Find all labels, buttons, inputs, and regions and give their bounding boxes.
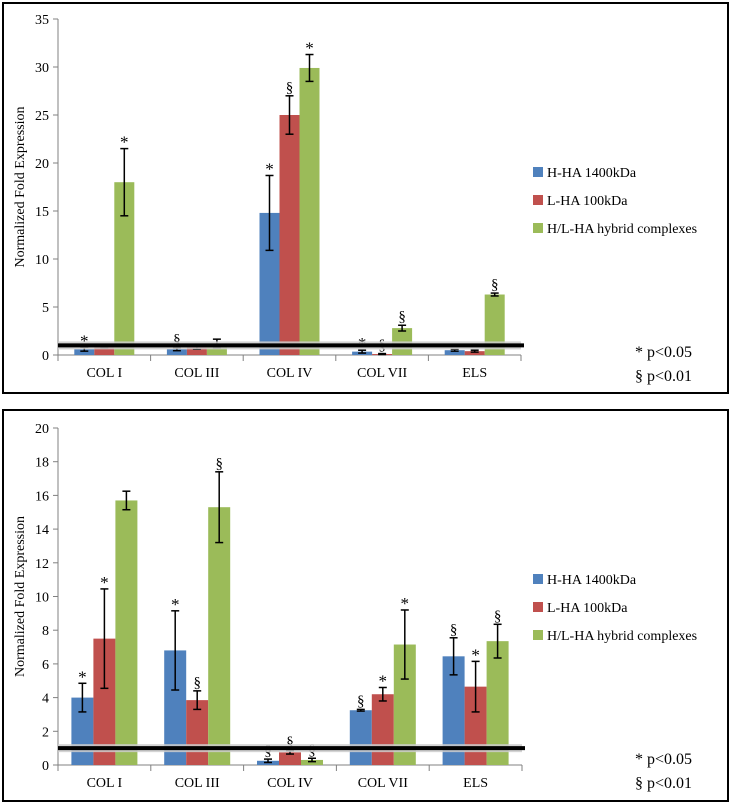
legend-label: H/L-HA hybrid complexes — [547, 222, 697, 237]
bar — [301, 759, 323, 765]
bar — [442, 656, 465, 765]
y-tick-label: 14 — [35, 523, 49, 538]
legend-label: L-HA 100kDa — [547, 601, 628, 616]
chart-panel-top: 0 5 10 15 20 25 30 35 Normalized Fold Expression… — [2, 2, 729, 394]
significance-star-mark: * — [171, 595, 180, 614]
y-tick-label: 15 — [35, 205, 49, 220]
significance-star-mark: * — [305, 39, 314, 58]
legend-swatch — [533, 602, 543, 612]
significance-section-mark: § — [494, 608, 502, 624]
x-tick-label: ELS — [462, 366, 487, 381]
y-axis-title: Normalized Fold Expression — [13, 107, 28, 268]
y-tick-label: 25 — [35, 109, 49, 124]
y-tick-label: 16 — [35, 489, 49, 504]
significance-section-mark: § — [173, 332, 181, 348]
y-tick-label: 30 — [35, 61, 49, 76]
bar — [349, 710, 372, 765]
bar-chart-bottom: 0 2 4 6 8 10 12 14 16 18 20 Normalized Fold Express… — [13, 422, 697, 792]
y-tick-label: 10 — [35, 591, 49, 606]
significance-section-mark: § — [286, 80, 294, 96]
chart-panel-bottom: 0 2 4 6 8 10 12 14 16 18 20 Normalized Fold Express… — [2, 409, 729, 802]
bar — [166, 349, 187, 355]
significance-key: * p<0.05 — [635, 344, 692, 361]
significance-star-mark: * — [120, 133, 129, 152]
significance-star-mark: * — [80, 331, 89, 350]
legend-swatch — [533, 630, 543, 640]
legend-swatch — [533, 167, 543, 177]
bar — [371, 694, 394, 765]
y-tick-label: 35 — [35, 13, 49, 28]
x-tick-label: COL III — [175, 776, 220, 791]
bar — [484, 294, 505, 355]
y-tick-label: 18 — [35, 456, 49, 471]
significance-section-mark: § — [193, 675, 201, 691]
y-tick-label: 20 — [35, 422, 49, 437]
significance-section-mark: § — [450, 622, 458, 638]
bar — [164, 650, 187, 765]
significance-section-mark: § — [286, 735, 294, 751]
significance-section-mark: § — [357, 693, 365, 709]
x-tick-label: ELS — [463, 776, 488, 791]
significance-star-mark: * — [78, 667, 87, 686]
bar-chart-top: 0 5 10 15 20 25 30 35 Normalized Fold Expression… — [13, 13, 697, 385]
bar — [299, 67, 320, 356]
legend-swatch — [533, 195, 543, 205]
y-tick-label: 6 — [42, 658, 49, 673]
x-tick-label: COL IV — [267, 366, 313, 381]
y-tick-label: 2 — [42, 725, 49, 740]
y-axis-title: Normalized Fold Expression — [13, 516, 28, 677]
bar — [259, 212, 280, 355]
significance-star-mark: * — [265, 159, 274, 178]
legend-label: H-HA 1400kDa — [547, 166, 637, 181]
significance-section-mark: § — [398, 309, 406, 325]
significance-star-mark: * — [100, 573, 109, 592]
y-tick-label: 0 — [42, 759, 49, 774]
legend-label: H/L-HA hybrid complexes — [547, 629, 697, 644]
legend-label: H-HA 1400kDa — [547, 573, 637, 588]
bar — [186, 347, 207, 355]
legend-swatch — [533, 223, 543, 233]
x-tick-label: COL VII — [358, 776, 409, 791]
y-tick-label: 12 — [35, 557, 49, 572]
bar — [464, 351, 485, 355]
legend-swatch — [533, 574, 543, 584]
bar — [114, 182, 135, 355]
x-tick-label: COL I — [86, 366, 122, 381]
significance-star-mark: * — [401, 594, 410, 613]
x-tick-label: COL III — [174, 366, 219, 381]
legend-label: L-HA 100kDa — [547, 194, 628, 209]
bar — [393, 644, 416, 765]
x-tick-label: COL VII — [357, 366, 408, 381]
bar — [279, 752, 301, 765]
x-tick-label: COL I — [87, 776, 123, 791]
significance-star-mark: * — [471, 645, 480, 664]
bar — [444, 350, 465, 355]
significance-key: § p<0.01 — [635, 775, 692, 792]
bar — [279, 115, 300, 355]
bar — [93, 638, 116, 765]
x-tick-label: COL IV — [267, 776, 313, 791]
y-tick-label: 20 — [35, 157, 49, 172]
bar — [74, 349, 95, 355]
bar — [94, 346, 115, 355]
significance-star-mark: * — [379, 671, 388, 690]
bar — [486, 641, 509, 765]
bar — [115, 500, 138, 765]
y-tick-label: 4 — [42, 692, 49, 707]
significance-key: § p<0.01 — [635, 368, 692, 385]
y-tick-label: 5 — [42, 301, 49, 316]
significance-key: * p<0.05 — [635, 751, 692, 768]
y-tick-label: 10 — [35, 253, 49, 268]
bar — [208, 507, 231, 765]
significance-section-mark: § — [491, 277, 499, 293]
y-tick-label: 0 — [42, 349, 49, 364]
significance-section-mark: § — [215, 456, 223, 472]
y-tick-label: 8 — [42, 624, 49, 639]
